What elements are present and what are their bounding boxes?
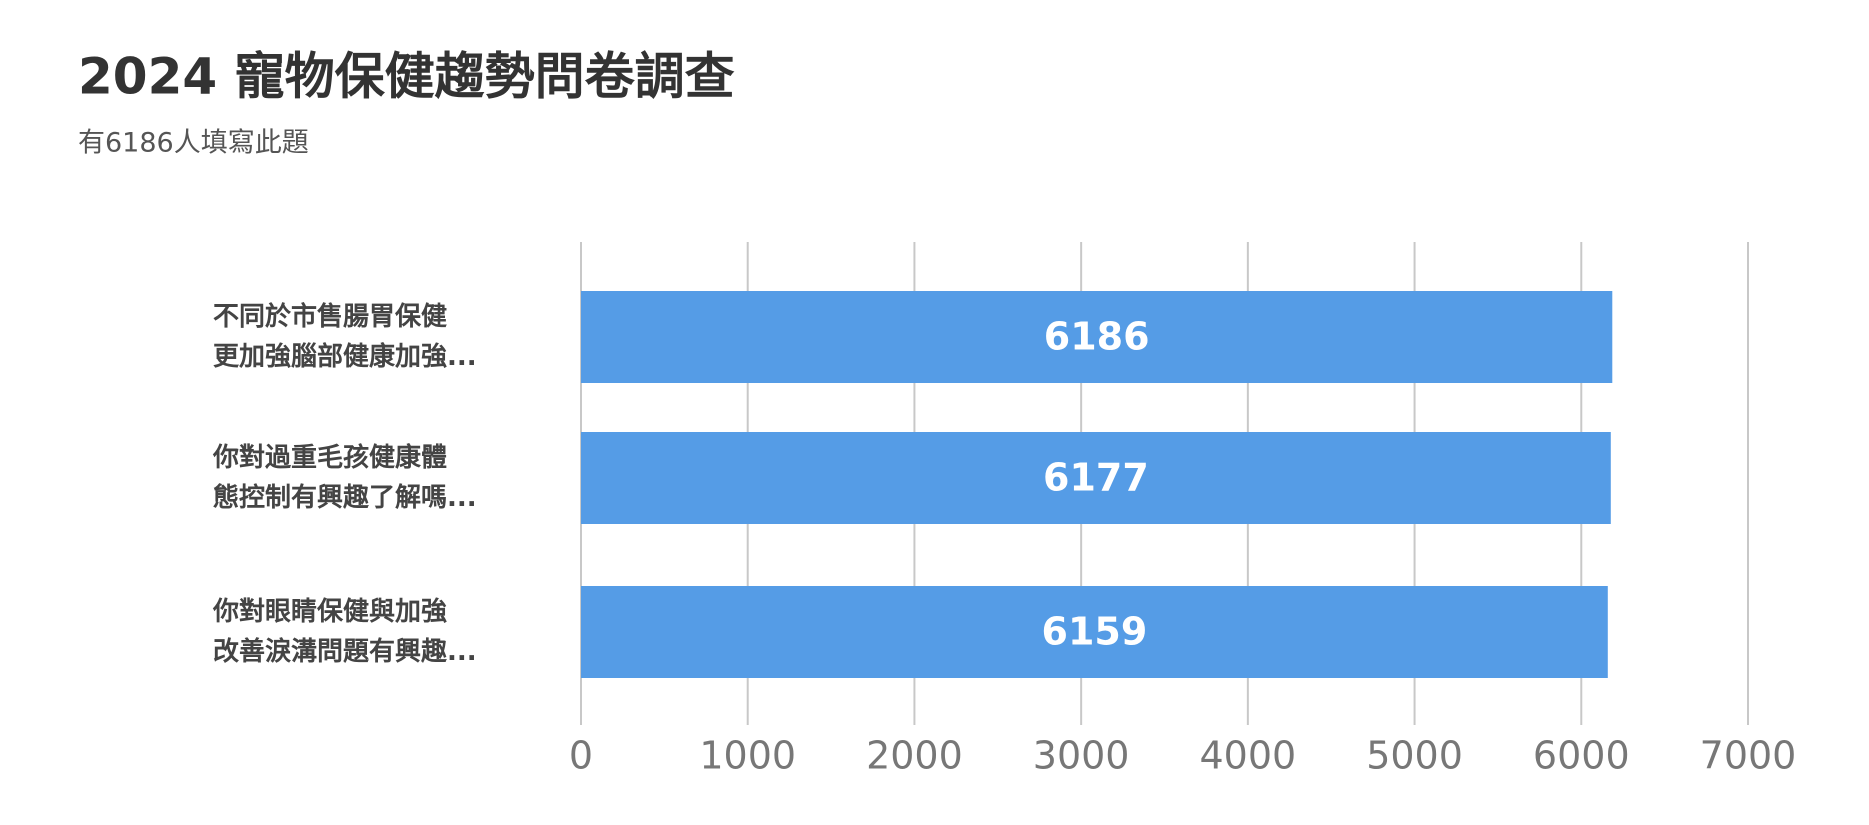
bar	[581, 432, 1611, 524]
x-tick-label: 3000	[1033, 734, 1130, 778]
y-tick-label: 你對眼睛保健與加強 改善淚溝問題有興趣...	[213, 597, 477, 667]
x-tick-label: 5000	[1366, 734, 1463, 778]
chart-title: 2024 寵物保健趨勢問卷調查	[78, 48, 735, 106]
y-tick-label: 不同於市售腸胃保健 更加強腦部健康加強...	[213, 302, 477, 372]
x-tick-label: 4000	[1199, 734, 1296, 778]
x-tick-label: 7000	[1700, 734, 1797, 778]
data-label: 6159	[1042, 610, 1148, 654]
chart-subtitle: 有6186人填寫此題	[78, 128, 309, 159]
bar	[581, 291, 1613, 383]
data-label: 6186	[1044, 315, 1150, 359]
x-tick-label: 6000	[1533, 734, 1630, 778]
x-tick-label: 2000	[866, 734, 963, 778]
bar	[581, 586, 1608, 678]
x-tick-label: 1000	[699, 734, 796, 778]
x-tick-label: 0	[569, 734, 593, 778]
y-tick-label: 你對過重毛孩健康體 態控制有興趣了解嗎...	[213, 443, 477, 513]
data-label: 6177	[1043, 456, 1149, 500]
